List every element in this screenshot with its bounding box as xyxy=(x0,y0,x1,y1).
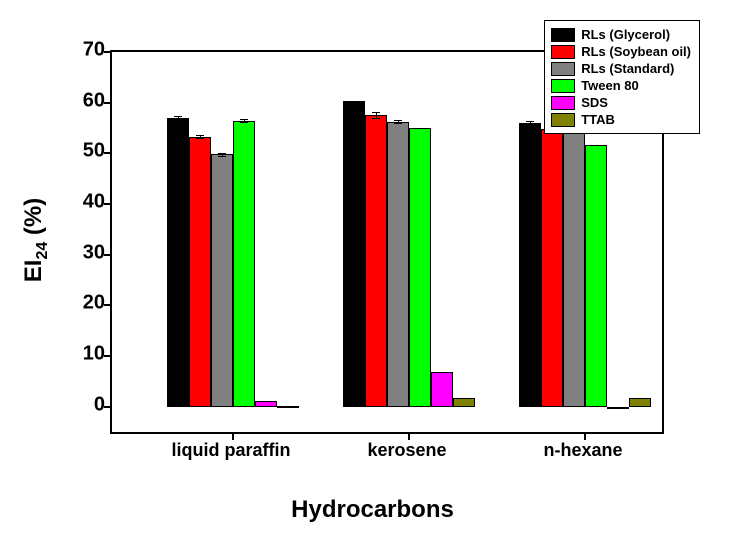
y-tick xyxy=(104,102,112,104)
bar xyxy=(519,123,541,407)
x-category-label: liquid paraffin xyxy=(172,440,291,461)
error-cap xyxy=(240,119,248,120)
x-category-label: n-hexane xyxy=(543,440,622,461)
y-tick xyxy=(104,51,112,53)
bar xyxy=(541,129,563,407)
legend-item: RLs (Soybean oil) xyxy=(551,44,691,59)
y-tick-label: 70 xyxy=(65,39,105,62)
error-cap xyxy=(394,120,402,121)
y-axis-label: EI24 (%) xyxy=(20,198,52,282)
y-tick xyxy=(104,406,112,408)
error-cap xyxy=(196,138,204,139)
chart-container: EI24 (%) Hydrocarbons RLs (Glycerol)RLs … xyxy=(0,0,745,549)
legend-item: SDS xyxy=(551,95,691,110)
bar xyxy=(629,398,651,407)
bar xyxy=(585,145,607,407)
x-tick xyxy=(232,432,234,440)
bar xyxy=(233,121,255,407)
y-tick-label: 40 xyxy=(65,191,105,214)
bar xyxy=(343,101,365,407)
y-tick-label: 60 xyxy=(65,89,105,112)
legend-label: TTAB xyxy=(581,112,615,127)
bar xyxy=(453,398,475,407)
legend-swatch xyxy=(551,79,575,93)
error-cap xyxy=(372,118,380,119)
y-tick xyxy=(104,203,112,205)
bar xyxy=(211,154,233,406)
legend-swatch xyxy=(551,45,575,59)
x-axis-label: Hydrocarbons xyxy=(0,496,745,524)
error-cap xyxy=(372,112,380,113)
y-tick-label: 0 xyxy=(65,393,105,416)
legend-item: TTAB xyxy=(551,112,691,127)
y-tick-label: 10 xyxy=(65,343,105,366)
legend: RLs (Glycerol) RLs (Soybean oil) RLs (Stan… xyxy=(544,20,700,134)
bar xyxy=(167,118,189,407)
y-tick xyxy=(104,254,112,256)
legend-item: RLs (Standard) xyxy=(551,61,691,76)
y-tick xyxy=(104,304,112,306)
bar xyxy=(387,122,409,407)
bar xyxy=(409,128,431,407)
y-tick-label: 30 xyxy=(65,241,105,264)
x-category-label: kerosene xyxy=(367,440,446,461)
error-cap xyxy=(196,135,204,136)
legend-swatch xyxy=(551,28,575,42)
y-axis-label-text: EI24 (%) xyxy=(20,198,47,282)
error-cap xyxy=(240,122,248,123)
legend-item: RLs (Glycerol) xyxy=(551,27,691,42)
error-cap xyxy=(218,156,226,157)
bar xyxy=(189,137,211,407)
bar xyxy=(431,372,453,406)
legend-label: RLs (Standard) xyxy=(581,61,674,76)
legend-swatch xyxy=(551,113,575,127)
error-cap xyxy=(394,123,402,124)
legend-item: Tween 80 xyxy=(551,78,691,93)
bar xyxy=(255,401,277,407)
bar xyxy=(365,115,387,406)
legend-label: RLs (Soybean oil) xyxy=(581,44,691,59)
x-tick xyxy=(584,432,586,440)
y-tick-label: 20 xyxy=(65,292,105,315)
legend-label: Tween 80 xyxy=(581,78,639,93)
legend-swatch xyxy=(551,62,575,76)
bar xyxy=(277,406,299,408)
x-tick xyxy=(408,432,410,440)
legend-label: SDS xyxy=(581,95,608,110)
legend-swatch xyxy=(551,96,575,110)
bar xyxy=(607,407,629,409)
legend-label: RLs (Glycerol) xyxy=(581,27,670,42)
y-tick xyxy=(104,152,112,154)
error-cap xyxy=(174,116,182,117)
error-cap xyxy=(526,124,534,125)
bar xyxy=(563,128,585,407)
error-cap xyxy=(174,119,182,120)
y-tick xyxy=(104,355,112,357)
error-cap xyxy=(218,153,226,154)
y-tick-label: 50 xyxy=(65,140,105,163)
error-cap xyxy=(526,121,534,122)
